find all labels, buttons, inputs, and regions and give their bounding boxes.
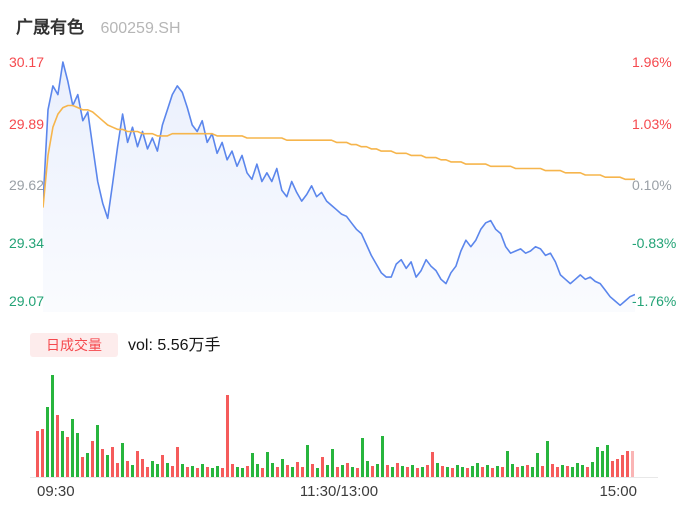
price-axis-tick-down: 29.34: [8, 235, 44, 251]
time-axis-noon: 11:30/13:00: [299, 483, 379, 500]
volume-chart[interactable]: [36, 369, 637, 477]
price-axis-tick-low: 29.07: [8, 293, 44, 309]
price-axis-tick-up: 29.89: [8, 116, 44, 132]
pct-axis-tick-zero: 0.10%: [632, 177, 672, 193]
price-chart[interactable]: [43, 50, 635, 312]
time-axis-open: 09:30: [37, 483, 75, 500]
pct-axis-tick-high: 1.96%: [632, 54, 672, 70]
time-axis-close: 15:00: [599, 483, 637, 500]
price-axis-tick-high: 30.17: [8, 54, 44, 70]
pct-axis-tick-low: -1.76%: [632, 293, 677, 309]
stock-code: 600259.SH: [100, 20, 181, 37]
volume-legend-badge[interactable]: 日成交量: [30, 333, 118, 357]
pct-axis-tick-up: 1.03%: [632, 116, 672, 132]
volume-total-text: vol: 5.56万手: [128, 337, 221, 354]
pct-axis-tick-down: -0.83%: [632, 235, 677, 251]
volume-baseline: [30, 477, 658, 478]
header: 广晟有色 600259.SH: [16, 13, 181, 38]
stock-name: 广晟有色: [16, 18, 84, 37]
price-axis-tick-prevclose: 29.62: [8, 177, 44, 193]
